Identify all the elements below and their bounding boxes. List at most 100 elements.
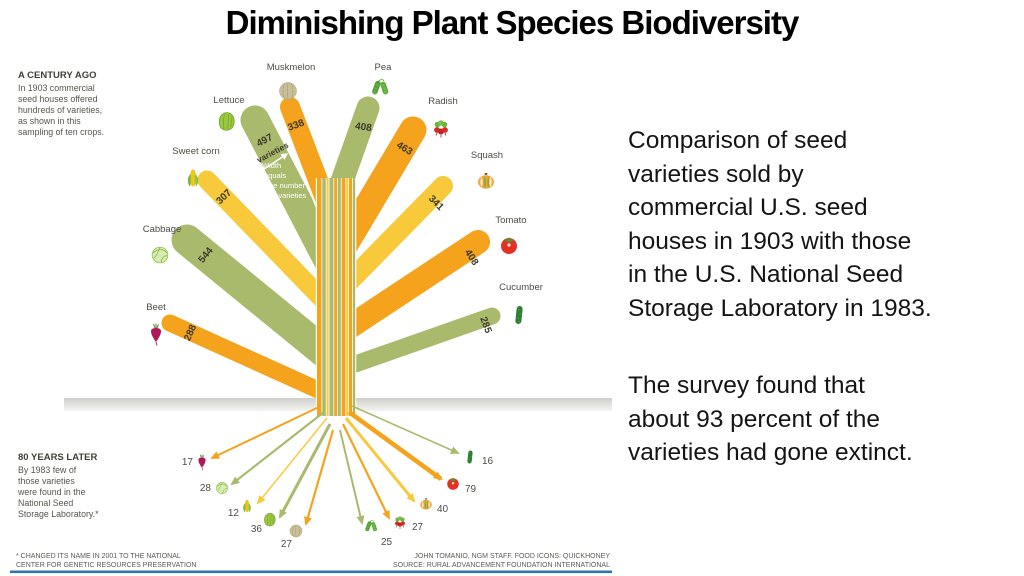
width-double-arrow-icon [251,153,289,179]
trunk-stripe [346,178,349,416]
caption-line: The survey found that [628,372,865,399]
cucumber-1983-count: 16 [482,456,494,467]
sweet-corn-small-icon [242,499,252,513]
arrow-1983-beet [210,405,322,459]
pea-small-icon [364,520,378,532]
cabbage-icon [151,246,169,264]
sweet-corn-icon [187,169,199,188]
caption-line: Storage Laboratory in 1983. [628,294,932,322]
sweet-corn-1983-count: 12 [228,508,240,519]
trunk-stripe [329,178,334,416]
page-title: Diminishing Plant Species Biodiversity [225,4,800,41]
radish-1983-count: 27 [412,522,424,533]
squash-icon [478,173,494,189]
trunk-stripe [353,178,356,416]
width-note-line: equals [264,171,286,180]
trunk-stripe [334,178,337,416]
intro-line: seed houses offered [18,94,98,104]
branch-pea [329,96,380,196]
tomato-1983-count: 79 [465,484,477,495]
tomato-small-icon [447,477,459,490]
intro-line: In 1903 commercial [18,83,95,93]
caption-line: about 93 percent of the [628,405,880,433]
caption: Comparison of seed varieties sold by com… [628,124,978,494]
later-line: By 1983 few of [18,465,77,475]
caption-line: varieties sold by [628,160,804,188]
trunk-stripe [317,178,322,416]
arrow-1983-sweet-corn [256,417,328,505]
squash-1983-count: 40 [437,504,449,515]
cucumber-label: Cucumber [499,282,543,293]
caption-line: houses in 1903 with those [628,227,912,255]
cabbage-label: Cabbage [143,224,182,235]
arrow-1983-cabbage [230,411,325,486]
pea-icon [370,79,390,96]
squash-label: Squash [471,150,503,161]
muskmelon-1983-count: 27 [281,539,293,550]
branch-tomato [330,230,490,344]
width-note: Width equals the number of varieties [251,153,307,200]
trunk [315,178,357,416]
pea-1983-count: 25 [381,537,393,548]
bottom-rule [10,570,612,574]
branch-squash [330,176,453,301]
cucumber-small-icon [467,450,473,464]
cabbage-1983-count: 28 [200,483,212,494]
lettuce-1983-count: 36 [251,524,263,535]
caption-line: Comparison of seed [628,127,848,154]
seed-variety-infographic: 497 varieties 307 544 288 338 408 463 34… [10,62,612,574]
intro-1903-block: A CENTURY AGO In 1903 commercial seed ho… [18,70,104,137]
branch-beet [161,314,336,403]
radish-icon [433,119,449,138]
intro-line: hundreds of varieties, [18,105,102,115]
muskmelon-small-icon [289,524,303,538]
branch-cabbage [171,224,345,372]
caption-line: varieties had gone extinct. [628,439,913,466]
width-note-line: of varieties [270,191,307,200]
squash-small-icon [420,498,432,510]
trunk-stripe [337,178,341,416]
trunk-stripe [326,178,329,416]
cabbage-small-icon [216,482,228,494]
beet-label: Beet [146,302,166,313]
caption-line: in the U.S. National Seed [628,261,904,288]
pea-1903-count: 408 [354,121,372,134]
beet-small-icon [198,454,206,471]
branches-1903 [159,94,503,405]
credit-line: JOHN TOMANIO, NGM STAFF. FOOD ICONS: QUI… [414,553,610,560]
width-note-line: Width [262,161,281,170]
trunk-stripe [341,178,346,416]
lettuce-label: Lettuce [213,95,244,106]
muskmelon-label: Muskmelon [267,62,316,73]
cucumber-icon [515,305,523,325]
arrow-1983-squash [344,417,416,503]
arrow-1983-radish [342,423,390,520]
footnote-line: CENTER FOR GENETIC RESOURCES PRESERVATIO… [16,562,196,569]
later-line: were found in the [17,487,86,497]
later-line: National Seed [18,498,73,508]
credit-line: SOURCE: RURAL ADVANCEMENT FOUNDATION INT… [393,562,610,569]
later-1983-block: 80 YEARS LATER By 1983 few of those vari… [17,452,99,519]
arrow-1983-lettuce [278,423,332,519]
radish-small-icon [394,516,406,530]
branch-sweet-corn [197,170,341,318]
beet-1983-count: 17 [182,457,194,468]
later-line: Storage Laboratory.* [18,509,99,519]
crop-icons-1983: 17 28 12 36 27 16 79 40 27 25 [182,450,494,550]
width-note-line: the number [267,181,305,190]
footnote-line: * CHANGED ITS NAME IN 2001 TO THE NATION… [16,553,181,560]
intro-line: sampling of ten crops. [18,127,104,137]
radish-label: Radish [428,96,458,107]
trunk-stripe [349,178,353,416]
later-heading: 80 YEARS LATER [18,452,98,463]
arrow-1983-cucumber [351,405,460,454]
muskmelon-icon [279,82,297,100]
branch-cucumber [335,307,501,377]
later-line: those varieties [18,476,75,486]
beet-icon [150,323,162,346]
arrows-1983 [210,405,460,526]
pea-label: Pea [375,62,393,73]
tomato-icon [501,237,517,254]
sweet-corn-label: Sweet corn [172,146,220,157]
